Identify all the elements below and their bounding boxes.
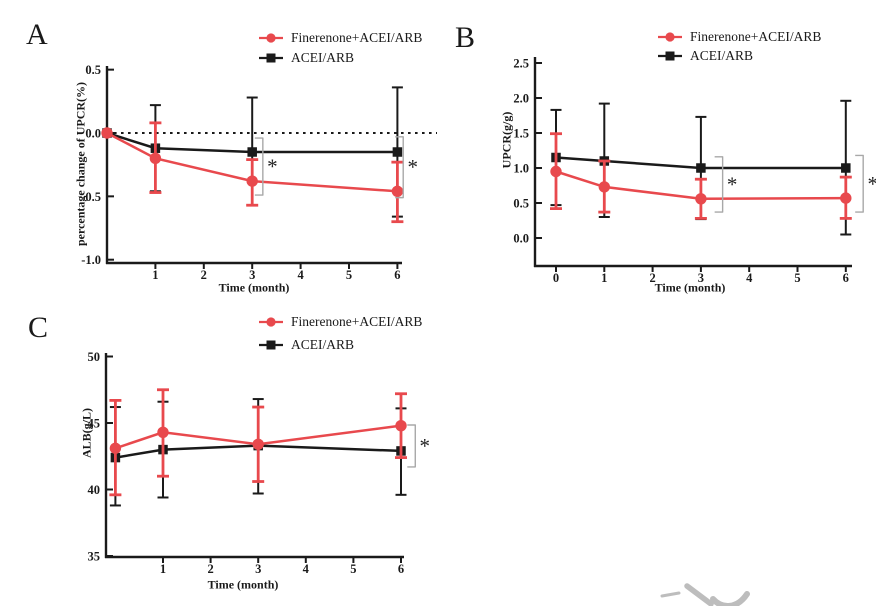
panel-label-a: A (26, 18, 48, 51)
y-axis-title-b: UPCR(g/g) (499, 111, 514, 169)
series-red (101, 121, 404, 224)
legend-c-finerenone: Finerenone+ACEI/ARB (259, 315, 422, 329)
panel-label-b: B (455, 21, 476, 54)
svg-text:4: 4 (303, 562, 310, 576)
legend-b-acei-label: ACEI/ARB (690, 48, 754, 64)
svg-text:4: 4 (297, 268, 304, 282)
svg-text:35: 35 (88, 550, 101, 564)
svg-text:40: 40 (88, 483, 101, 497)
svg-text:6: 6 (843, 271, 849, 285)
significance-bracket (395, 136, 404, 199)
svg-text:2.5: 2.5 (513, 57, 529, 71)
svg-text:2: 2 (649, 271, 655, 285)
svg-text:5: 5 (346, 268, 352, 282)
y-axis-title-c: ALB(g/L) (79, 407, 94, 459)
svg-text:0.5: 0.5 (85, 63, 101, 77)
legend-b-acei: ACEI/ARB (658, 49, 753, 63)
svg-text:5: 5 (350, 562, 356, 576)
svg-text:3: 3 (249, 268, 255, 282)
svg-text:2: 2 (207, 562, 213, 576)
chart-A: 0.5 0.0 -0.5 -1.0 1 2 3 4 5 6 * * (81, 63, 437, 282)
legend-c-finerenone-label: Finerenone+ACEI/ARB (291, 314, 423, 330)
significance-bracket (407, 424, 416, 468)
svg-text:2.0: 2.0 (513, 92, 529, 106)
chart-B: 2.5 2.0 1.5 1.0 0.5 0.0 0 1 2 3 4 5 6 * * (513, 57, 876, 286)
svg-text:3: 3 (255, 562, 261, 576)
svg-text:1.0: 1.0 (513, 162, 529, 176)
legend-a-acei-label: ACEI/ARB (291, 50, 355, 66)
x-axis-title-c: Time (month) (207, 577, 279, 592)
legend-c-acei-label: ACEI/ARB (291, 337, 355, 353)
x-axis-title-a: Time (month) (218, 280, 290, 295)
svg-text:1: 1 (160, 562, 166, 576)
svg-text:-0.5: -0.5 (81, 190, 101, 204)
legend-a-acei: ACEI/ARB (259, 51, 354, 65)
significance-asterisk: * (420, 434, 431, 458)
legend-marker-finerenone-icon (259, 33, 283, 43)
significance-bracket (855, 154, 864, 213)
svg-text:5: 5 (794, 271, 800, 285)
svg-text:0.5: 0.5 (513, 197, 529, 211)
svg-text:1.5: 1.5 (513, 127, 529, 141)
series-red (109, 388, 407, 497)
panel-label-c: C (28, 311, 49, 344)
svg-text:6: 6 (394, 268, 400, 282)
significance-asterisk: * (727, 172, 738, 196)
legend-marker-finerenone-icon (658, 32, 682, 42)
legend-marker-acei-icon (259, 53, 283, 63)
svg-text:0.0: 0.0 (85, 127, 101, 141)
legend-b-finerenone: Finerenone+ACEI/ARB (658, 30, 821, 44)
legend-marker-acei-icon (259, 340, 283, 350)
watermark-swoosh (660, 583, 750, 606)
legend-a-finerenone-label: Finerenone+ACEI/ARB (291, 30, 423, 46)
significance-asterisk: * (407, 155, 418, 179)
svg-text:45: 45 (88, 417, 101, 431)
svg-text:4: 4 (746, 271, 753, 285)
significance-asterisk: * (267, 155, 278, 179)
significance-bracket (254, 137, 264, 196)
svg-text:6: 6 (398, 562, 404, 576)
svg-text:-1.0: -1.0 (81, 253, 101, 267)
x-axis-title-b: Time (month) (654, 280, 726, 295)
legend-marker-finerenone-icon (259, 317, 283, 327)
svg-text:0: 0 (553, 271, 559, 285)
svg-text:1: 1 (601, 271, 607, 285)
svg-text:1: 1 (152, 268, 158, 282)
significance-asterisk: * (867, 172, 876, 196)
y-axis-title-a: percentage change of UPCR(%) (73, 81, 88, 247)
svg-text:3: 3 (698, 271, 704, 285)
series-red (550, 132, 852, 220)
significance-bracket (714, 156, 724, 213)
svg-text:50: 50 (88, 350, 101, 364)
legend-c-acei: ACEI/ARB (259, 338, 354, 352)
legend-marker-acei-icon (658, 51, 682, 61)
legend-b-finerenone-label: Finerenone+ACEI/ARB (690, 29, 822, 45)
svg-text:2: 2 (201, 268, 207, 282)
svg-text:0.0: 0.0 (513, 232, 529, 246)
legend-a-finerenone: Finerenone+ACEI/ARB (259, 31, 422, 45)
